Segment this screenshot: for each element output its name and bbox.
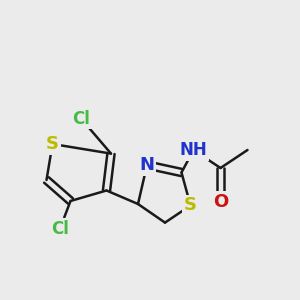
Text: Cl: Cl (51, 220, 69, 238)
Text: Cl: Cl (72, 110, 90, 128)
Text: NH: NH (180, 141, 207, 159)
Text: N: N (140, 156, 154, 174)
Text: S: S (184, 196, 197, 214)
Text: S: S (46, 135, 59, 153)
Text: O: O (213, 193, 228, 211)
